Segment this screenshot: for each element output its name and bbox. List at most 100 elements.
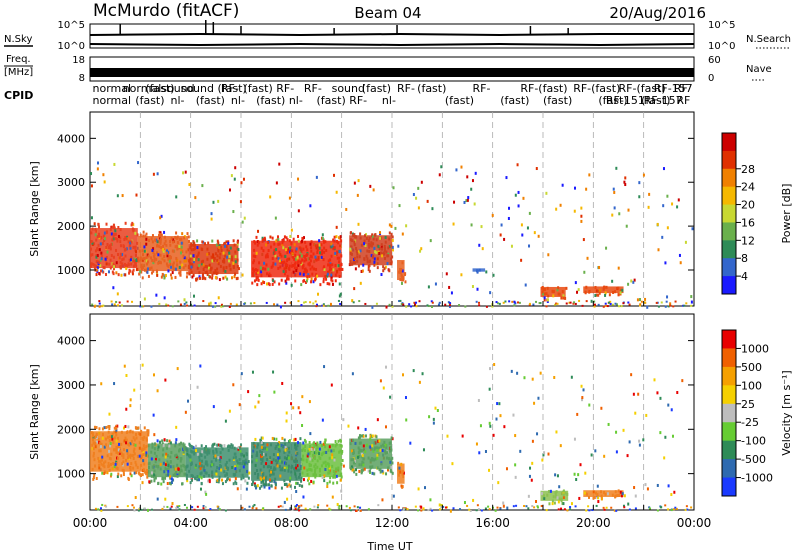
echo-cell (109, 444, 112, 448)
echo-cell (356, 259, 359, 263)
echo-cell (178, 265, 181, 269)
cpid-entry: sound (fast) (181, 82, 247, 95)
echo-cell (252, 480, 255, 484)
echo-cell (122, 460, 125, 464)
echo-cell (617, 293, 620, 297)
near-range-point (533, 506, 536, 509)
cpid-entry: nl- (382, 94, 396, 107)
x-axis-title: Time UT (366, 540, 412, 553)
echo-cell (212, 449, 215, 453)
echo-cell (389, 441, 392, 445)
echo-cell (172, 267, 175, 271)
noise-point (125, 407, 128, 411)
echo-cell (232, 482, 235, 486)
near-range-point (498, 302, 501, 305)
echo-cell (211, 239, 214, 243)
near-range-point (478, 304, 481, 307)
noise-point (492, 273, 495, 277)
echo-cell (333, 235, 336, 239)
echo-cell (237, 267, 240, 271)
noise-point (269, 195, 272, 199)
echo-cell (384, 240, 387, 244)
y-tick-label: 3000 (57, 176, 85, 189)
echo-cell (333, 474, 336, 478)
echo-cell (315, 246, 318, 250)
echo-cell (330, 245, 333, 249)
echo-cell (189, 481, 192, 485)
noise-point (405, 224, 408, 228)
echo-cell (218, 256, 221, 260)
echo-cell (379, 236, 382, 240)
echo-cell (92, 262, 95, 266)
echo-cell (349, 249, 352, 253)
near-range-point (485, 305, 488, 308)
echo-cell (90, 231, 93, 235)
near-range-point (437, 303, 440, 306)
echo-cell (157, 464, 160, 468)
noise-point (533, 231, 536, 235)
echo-cell (167, 269, 170, 273)
echo-cell (212, 255, 215, 259)
near-range-point (518, 301, 521, 304)
near-range-point (667, 508, 670, 511)
echo-cell (270, 472, 273, 476)
noise-point (389, 395, 392, 399)
noise-point (431, 207, 434, 211)
echo-cell (328, 445, 331, 449)
echo-cell (93, 442, 96, 446)
near-range-point (602, 506, 605, 509)
echo-cell (96, 248, 99, 252)
near-range-point (367, 508, 370, 511)
cpid-entry: RF- (221, 82, 239, 95)
echo-cell (176, 258, 179, 262)
echo-cell (267, 464, 270, 468)
echo-cell (195, 449, 198, 453)
echo-cell (389, 446, 392, 450)
echo-cell (222, 276, 225, 280)
echo-cell (174, 472, 177, 476)
cpid-entry: nl- (231, 94, 245, 107)
near-range-point (527, 507, 530, 510)
near-range-point (634, 507, 637, 510)
echo-cell (375, 238, 378, 242)
echo-cell (390, 233, 393, 237)
near-range-point (464, 305, 467, 308)
echo-cell (277, 442, 280, 446)
noise-point (528, 244, 531, 248)
echo-cell (330, 273, 333, 277)
noise-point (238, 403, 241, 407)
echo-cell (234, 260, 237, 264)
echo-cell (107, 430, 110, 434)
noise-point (583, 270, 586, 274)
echo-cell (233, 275, 236, 279)
echo-cell (165, 249, 168, 253)
echo-cell (271, 256, 274, 260)
echo-cell (120, 264, 123, 268)
echo-cell (145, 237, 148, 241)
echo-cell (286, 484, 289, 488)
echo-cell (279, 474, 282, 478)
noise-point (676, 391, 679, 395)
echo-cell (125, 438, 128, 442)
noise-point (646, 487, 649, 491)
echo-cell (320, 252, 323, 256)
echo-cell (113, 224, 116, 228)
echo-cell (271, 264, 274, 268)
echo-cell (357, 436, 360, 440)
echo-cell (190, 244, 193, 248)
echo-cell (123, 238, 126, 242)
echo-cell (181, 232, 184, 236)
echo-cell (132, 245, 135, 249)
echo-cell (234, 480, 237, 484)
near-range-point (418, 300, 421, 303)
echo-cell (154, 476, 157, 480)
echo-cell (253, 259, 256, 263)
echo-cell (175, 244, 178, 248)
echo-cell (359, 449, 362, 453)
echo-cell (332, 268, 335, 272)
echo-cell (127, 240, 130, 244)
echo-cell (122, 473, 125, 477)
echo-cell (143, 435, 146, 439)
echo-cell (119, 449, 122, 453)
echo-cell (103, 237, 106, 241)
